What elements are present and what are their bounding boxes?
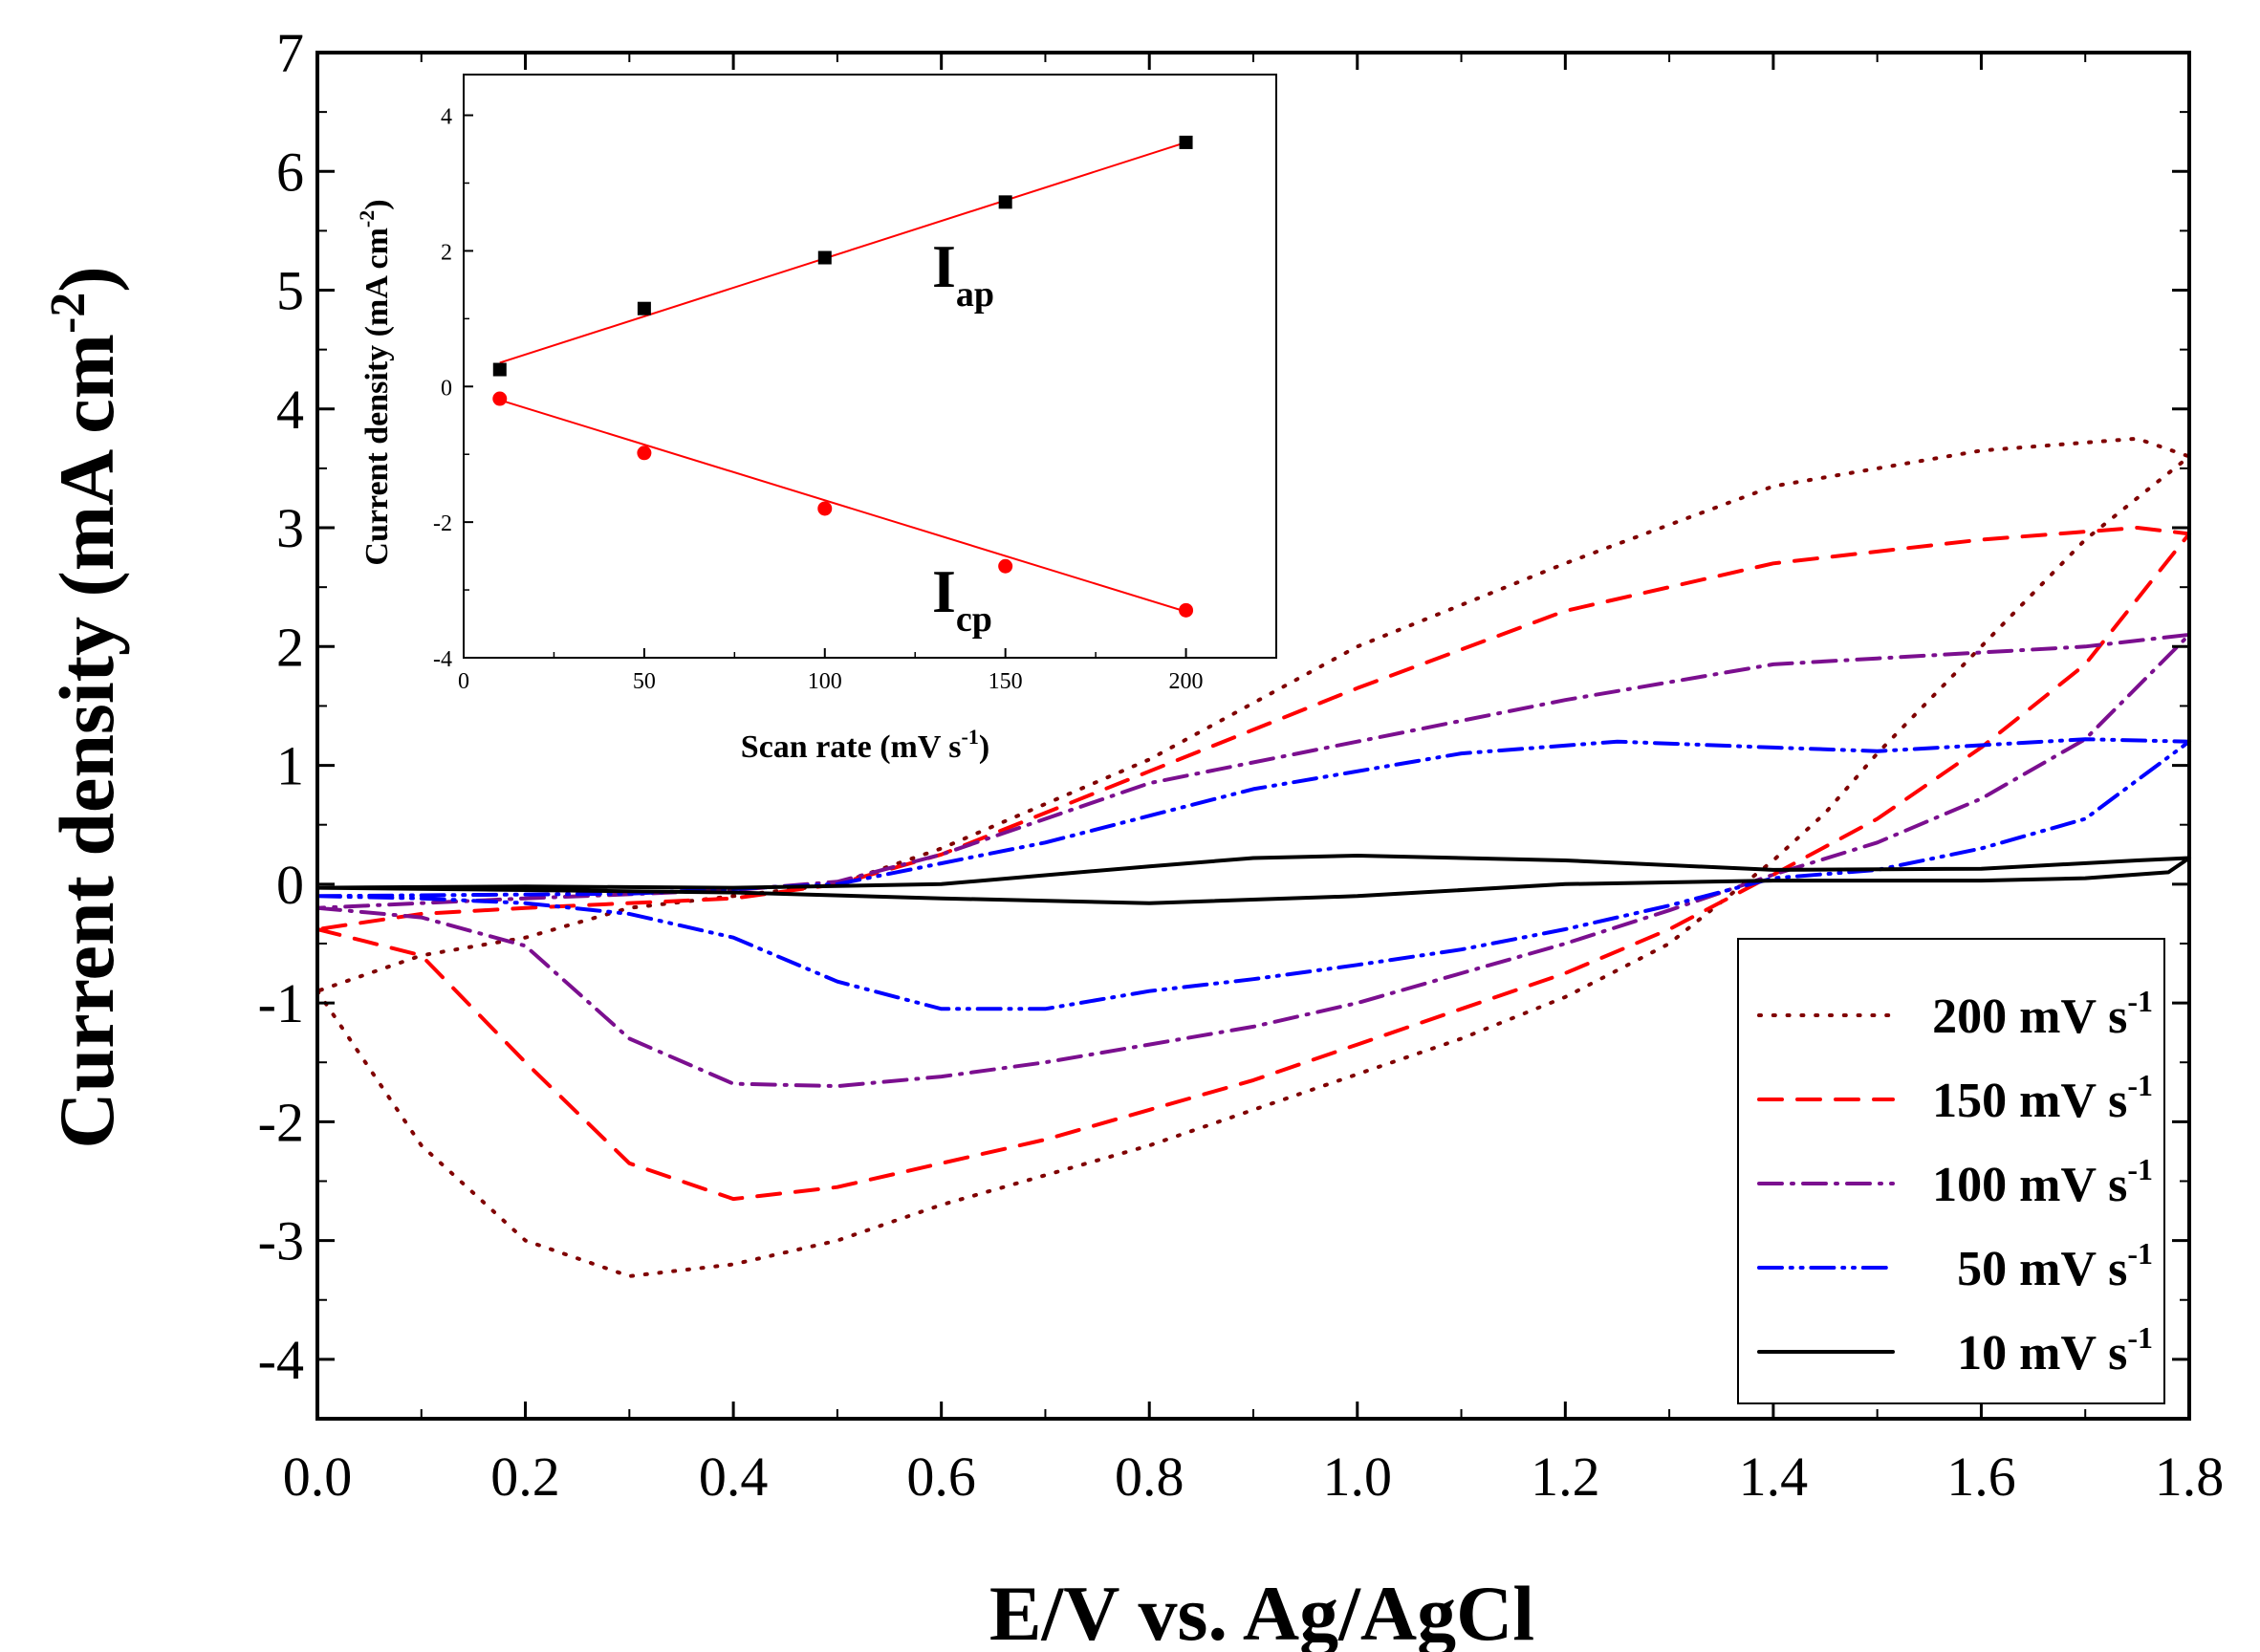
legend-label-main: 50 mV s (1957, 1242, 2127, 1296)
inset-y-tick-label: 2 (441, 240, 452, 265)
inset-chart: 0 50 100 150 200 -4 -2 0 2 4 Scan rate (mV s-1) C… (355, 74, 1277, 765)
inset-x-tick-label: 150 (989, 669, 1023, 694)
legend-label-sup: -1 (2127, 1236, 2153, 1271)
inset-point-1-1 (637, 446, 652, 461)
inset-point-1-0 (492, 391, 508, 406)
main-y-axis-title-close: ) (43, 266, 130, 292)
legend-label-sup: -1 (2127, 984, 2153, 1018)
main-tick-labels-group: 0.0 0.2 0.4 0.6 0.8 1.0 1.2 1.4 1.6 1.8 -4 -3 -2 -1 0 1… (258, 22, 2225, 1508)
main-y-tick-label: 6 (276, 141, 304, 203)
inset-fit-line-1 (499, 399, 1186, 613)
main-y-axis-title: Current density (mA cm-2) (41, 266, 130, 1148)
inset-fit-line-0 (499, 141, 1186, 364)
inset-y-axis-title-sup: -2 (355, 210, 379, 228)
inset-x-tick-label: 0 (458, 669, 469, 694)
main-y-tick-label: 5 (276, 260, 304, 322)
inset-plot-frame (463, 74, 1277, 659)
inset-y-tick-label: 4 (441, 105, 452, 130)
inset-y-axis-title-close: ) (359, 199, 395, 209)
legend-label-sup: -1 (2127, 1152, 2153, 1186)
inset-y-tick-label: 0 (441, 376, 452, 401)
legend-label-4: 10 mV s-1 (1957, 1320, 2153, 1380)
inset-x-axis-title-sup: -1 (962, 725, 979, 749)
inset-point-0-2 (817, 250, 832, 265)
main-x-tick-label: 0.8 (1115, 1446, 1184, 1508)
inset-annotation-iap: Iap (932, 232, 994, 315)
inset-x-tick-label: 50 (633, 669, 656, 694)
main-series-line-2 (315, 632, 2191, 1089)
main-x-axis-title: E/V vs. Ag/AgCl (989, 1570, 1534, 1652)
legend-label-3: 50 mV s-1 (1957, 1236, 2153, 1296)
inset-series-group (492, 135, 1194, 618)
inset-annotation-iap-main: I (932, 232, 956, 300)
legend-box (1737, 938, 2165, 1404)
inset-x-axis-title-main: Scan rate (mV s (741, 729, 962, 765)
main-x-tick-label: 1.0 (1323, 1446, 1393, 1508)
main-y-axis-title-sup: -2 (41, 293, 96, 334)
inset-point-1-3 (998, 558, 1013, 574)
legend-label-1: 150 mV s-1 (1932, 1068, 2153, 1128)
inset-point-0-4 (1179, 135, 1193, 149)
legend-label-main: 150 mV s (1932, 1074, 2127, 1128)
main-x-tick-label: 0.2 (490, 1446, 560, 1508)
inset-background (464, 75, 1276, 658)
inset-x-axis-title-close: ) (979, 729, 989, 765)
main-x-tick-label: 1.8 (2155, 1446, 2225, 1508)
inset-x-axis-title: Scan rate (mV s-1) (741, 725, 989, 765)
main-x-tick-label: 1.2 (1531, 1446, 1600, 1508)
inset-point-1-2 (817, 501, 833, 516)
inset-x-tick-label: 100 (808, 669, 842, 694)
legend-label-main: 200 mV s (1932, 989, 2127, 1044)
inset-y-tick-label: -2 (433, 511, 452, 536)
main-y-tick-label: 4 (276, 379, 304, 441)
inset-annotation-icp: Icp (932, 557, 992, 640)
main-y-axis-title-main: Current density (mA cm (43, 334, 130, 1149)
main-y-tick-label: 0 (276, 854, 304, 916)
main-x-tick-label: 0.0 (283, 1446, 353, 1508)
legend-label-0: 200 mV s-1 (1932, 984, 2153, 1044)
inset-y-axis-title: Current density (mA cm-2) (355, 199, 395, 565)
main-y-tick-label: -3 (258, 1210, 304, 1272)
main-series-line-1 (315, 526, 2191, 1202)
main-x-tick-label: 0.4 (699, 1446, 769, 1508)
main-ticks-group (315, 51, 2191, 1420)
main-x-tick-label: 0.6 (906, 1446, 976, 1508)
inset-point-0-3 (998, 195, 1012, 209)
inset-x-tick-label: 200 (1169, 669, 1204, 694)
inset-point-0-1 (637, 301, 651, 315)
legend-label-sup: -1 (2127, 1320, 2153, 1355)
legend-label-main: 100 mV s (1932, 1158, 2127, 1212)
main-y-tick-label: 2 (276, 616, 304, 678)
inset-point-1-4 (1179, 602, 1194, 618)
inset-point-0-0 (492, 362, 507, 377)
main-y-tick-label: -2 (258, 1091, 304, 1153)
main-y-tick-label: -4 (258, 1329, 304, 1391)
inset-y-axis-title-main: Current density (mA cm (359, 228, 395, 566)
inset-y-tick-label: -4 (433, 647, 452, 672)
main-y-tick-label: -1 (258, 972, 304, 1034)
main-y-tick-label: 1 (276, 735, 304, 797)
main-x-tick-label: 1.4 (1739, 1446, 1809, 1508)
inset-tick-labels-group: 0 50 100 150 200 -4 -2 0 2 4 (433, 105, 1204, 694)
main-y-tick-label: 7 (276, 22, 304, 84)
inset-ticks-group (463, 114, 1187, 659)
legend-label-main: 10 mV s (1957, 1326, 2127, 1380)
inset-annotation-icp-main: I (932, 557, 956, 625)
inset-annotation-icp-sub: cp (956, 599, 992, 640)
main-plot: 0.0 0.2 0.4 0.6 0.8 1.0 1.2 1.4 1.6 1.8 -4 -3 -2 -1 0 1… (41, 22, 2224, 1652)
inset-annotation-iap-sub: ap (956, 274, 994, 315)
main-y-tick-label: 3 (276, 497, 304, 559)
main-x-tick-label: 1.6 (1946, 1446, 2016, 1508)
legend-label-sup: -1 (2127, 1068, 2153, 1102)
legend-label-2: 100 mV s-1 (1932, 1152, 2153, 1212)
